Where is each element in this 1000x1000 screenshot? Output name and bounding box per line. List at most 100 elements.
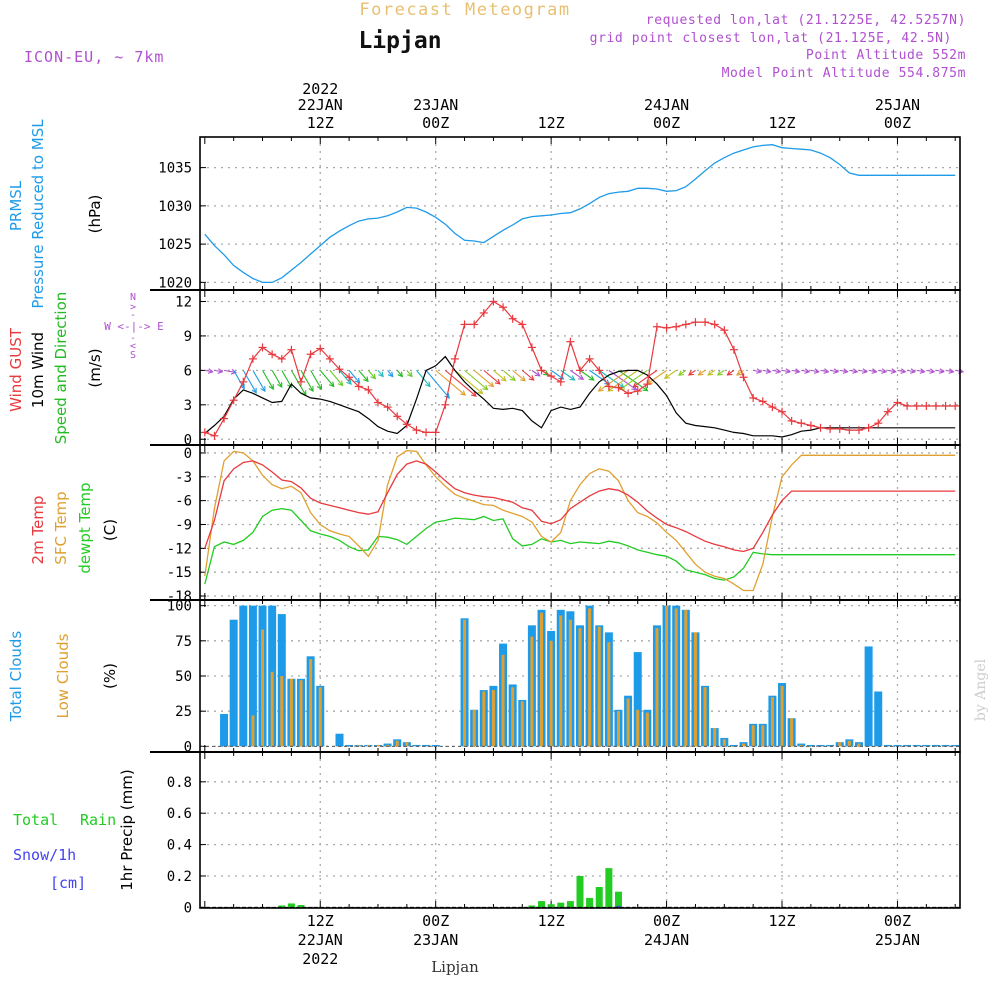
svg-text:>: >: [130, 302, 136, 313]
wind-direction-arrow: [762, 369, 771, 373]
wind-direction-arrow: [358, 370, 369, 382]
low-cloud-bar: [770, 697, 774, 747]
wind-direction-arrow: [945, 369, 954, 373]
low-cloud-bar: [742, 743, 746, 747]
wind-direction-arrow: [955, 369, 964, 373]
top-time-label: 12Z: [538, 114, 565, 132]
total-cloud-bar: [931, 744, 940, 747]
low-cloud-bar: [693, 632, 697, 747]
bottom-time-label: 25JAN: [875, 931, 920, 949]
wind-direction-arrow: [454, 369, 483, 394]
wind-direction-arrow: [464, 369, 488, 391]
y-tick-label-4: 0.8: [167, 775, 192, 791]
wind-arrow-head: [316, 384, 323, 391]
wind-arrow-head: [346, 379, 352, 386]
bottom-time-label: 2022: [302, 950, 338, 968]
wind-arrow-head: [632, 382, 639, 388]
low-cloud-bar: [703, 687, 707, 747]
y-tick-label-1: 6: [184, 363, 192, 379]
precip-total-label: Total: [13, 811, 58, 829]
low-cloud-bar: [857, 743, 861, 747]
credit-watermark: by Angel: [973, 658, 989, 721]
bottom-time-label: 12Z: [307, 912, 334, 930]
wind-direction-arrow: [878, 369, 887, 373]
svg-text:-: -: [130, 310, 136, 321]
low-cloud-bar: [357, 744, 361, 747]
wind-arrow-head: [378, 371, 384, 378]
dewpt-line: [204, 507, 956, 585]
y-tick-label-3: 50: [175, 669, 192, 685]
cloud-unit: (%): [101, 663, 119, 689]
y-tick-label-1: 12: [175, 294, 192, 310]
bottom-time-label: 00Z: [422, 912, 449, 930]
total-cloud-bar: [826, 744, 835, 747]
wind-arrow-head: [370, 373, 377, 380]
wind-arrow-head: [736, 370, 743, 376]
wind-direction-arrow: [633, 369, 658, 388]
wind-arrow-head: [881, 368, 888, 374]
wind-arrow-head: [678, 370, 684, 376]
low-cloud-bar: [395, 740, 399, 747]
footer-station: Lipjan: [431, 958, 479, 976]
y-tick-label-0: 1030: [158, 199, 192, 215]
y-tick-label-2: -15: [167, 565, 192, 581]
wind-arrow-head: [852, 368, 859, 374]
y-tick-label-3: 75: [175, 634, 192, 650]
wind-direction-arrow: [521, 369, 535, 381]
wind-arrow-head: [482, 384, 489, 391]
wind-arrow-head: [207, 368, 214, 374]
wind-arrow-head: [268, 384, 274, 391]
wind-direction-arrow: [425, 370, 450, 399]
low-cloud-bar: [847, 740, 851, 747]
low-cloud-bar: [549, 640, 553, 747]
rain-bar: [538, 901, 546, 908]
wind-arrow-head: [765, 368, 772, 374]
low-cloud-bar: [280, 676, 284, 747]
bottom-time-label: 12Z: [538, 912, 565, 930]
low-cloud-bar: [520, 701, 524, 747]
cloud-low-label: Low Clouds: [54, 633, 72, 718]
wind-arrow-head: [618, 384, 625, 391]
wind-arrow-head: [251, 387, 257, 394]
rain-bar: [605, 868, 613, 908]
pressure-label-prmsl: PRMSL: [7, 180, 25, 231]
wind-direction-arrow: [753, 369, 762, 373]
low-cloud-bar: [309, 659, 313, 747]
wind-direction-arrow: [772, 369, 781, 373]
wind-arrow-head: [528, 375, 535, 381]
wind-direction-label: Speed and Direction: [52, 292, 70, 445]
temp-2m-label: 2m Temp: [29, 496, 47, 565]
wind-arrow-head: [363, 376, 369, 383]
wind-direction-arrow: [531, 369, 541, 377]
rain-bar: [566, 901, 574, 908]
wind-direction-arrow: [387, 370, 394, 377]
low-cloud-bar: [386, 744, 390, 747]
y-tick-label-2: -3: [175, 470, 192, 486]
low-cloud-bar: [299, 680, 303, 747]
top-time-label: 00Z: [653, 114, 680, 132]
low-cloud-bar: [626, 698, 630, 747]
total-cloud-bar: [816, 744, 825, 747]
wind-direction-arrow: [935, 369, 944, 373]
wind-arrow-head: [842, 368, 849, 374]
requested-coords: requested lon,lat (21.1225E, 42.5257N): [646, 13, 966, 28]
wind-arrow-head: [588, 375, 595, 381]
low-cloud-bar: [597, 626, 601, 747]
wind-direction-arrow: [233, 370, 245, 389]
y-tick-label-3: 0: [184, 739, 192, 755]
pressure-label-msl: Pressure Reduced to MSL: [29, 119, 47, 309]
bottom-time-label: 00Z: [653, 912, 680, 930]
low-cloud-bar: [482, 691, 486, 747]
top-time-label: 22JAN: [298, 96, 343, 114]
temp-dewpt-label: dewpt Temp: [76, 482, 94, 573]
wind-arrow-head: [890, 368, 897, 374]
wind-arrow-head: [277, 381, 283, 388]
compass-north: N: [130, 292, 136, 303]
wind-arrow-head: [687, 370, 694, 376]
wind-direction-arrow: [473, 369, 494, 387]
total-cloud-bar: [903, 744, 912, 747]
wind-arrow-head: [663, 373, 670, 379]
point-altitude: Point Altitude 552m: [806, 48, 966, 63]
y-tick-label-1: 9: [184, 329, 192, 345]
